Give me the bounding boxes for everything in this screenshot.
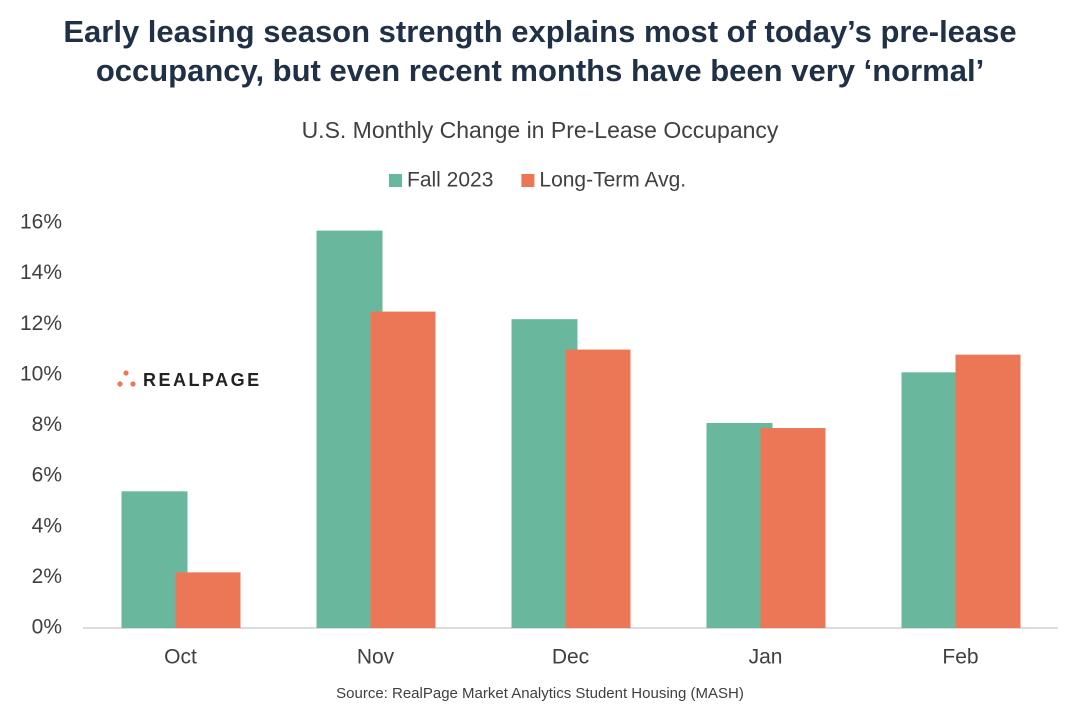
chart-title: occupancy, but even recent months have b… <box>96 53 984 88</box>
legend-swatch <box>389 174 402 187</box>
bar <box>760 428 826 628</box>
y-tick-label: 6% <box>32 464 62 487</box>
y-tick-label: 12% <box>20 312 62 335</box>
logo-dot <box>130 381 136 387</box>
x-tick-label: Feb <box>942 646 978 669</box>
y-tick-label: 4% <box>32 514 62 537</box>
chart-subtitle: U.S. Monthly Change in Pre-Lease Occupan… <box>302 117 779 143</box>
source-note: Source: RealPage Market Analytics Studen… <box>336 685 744 702</box>
logo-text: REALPAGE <box>143 370 262 390</box>
bar <box>565 349 631 628</box>
y-tick-label: 0% <box>32 616 62 639</box>
legend-label: Long-Term Avg. <box>539 169 686 192</box>
chart-title: Early leasing season strength explains m… <box>63 14 1016 49</box>
x-tick-label: Dec <box>552 646 589 669</box>
legend-label: Fall 2023 <box>407 169 493 192</box>
y-tick-label: 2% <box>32 565 62 588</box>
legend-swatch <box>521 174 535 187</box>
x-tick-label: Oct <box>164 646 197 669</box>
y-tick-label: 16% <box>20 211 62 234</box>
x-tick-label: Nov <box>357 646 395 669</box>
bar <box>955 354 1021 628</box>
bar <box>370 311 436 628</box>
y-tick-label: 14% <box>20 261 62 284</box>
bar <box>175 572 241 628</box>
x-tick-label: Jan <box>749 646 783 669</box>
logo-dot <box>123 370 129 376</box>
logo: REALPAGE <box>117 370 262 390</box>
y-tick-label: 8% <box>32 413 62 436</box>
logo-dot <box>117 381 123 387</box>
y-tick-label: 10% <box>20 362 62 385</box>
